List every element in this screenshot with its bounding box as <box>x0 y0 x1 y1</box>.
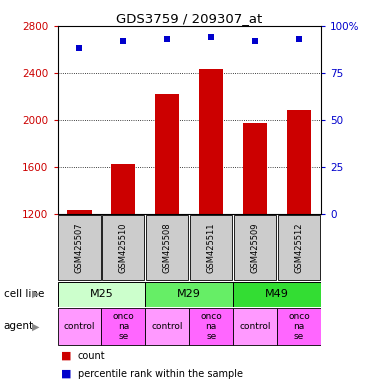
Bar <box>287 111 311 214</box>
Text: ▶: ▶ <box>32 289 39 299</box>
Text: M49: M49 <box>265 289 289 299</box>
Text: GSM425510: GSM425510 <box>119 222 128 273</box>
Point <box>252 38 258 44</box>
Text: GSM425508: GSM425508 <box>163 222 172 273</box>
Bar <box>233 308 277 345</box>
Text: GSM425507: GSM425507 <box>75 222 84 273</box>
Title: GDS3759 / 209307_at: GDS3759 / 209307_at <box>116 12 262 25</box>
Bar <box>233 281 321 307</box>
Bar <box>278 215 320 280</box>
Text: onco
na
se: onco na se <box>288 312 310 341</box>
Text: ■: ■ <box>61 369 72 379</box>
Text: percentile rank within the sample: percentile rank within the sample <box>78 369 243 379</box>
Text: M29: M29 <box>177 289 201 299</box>
Text: ▶: ▶ <box>32 321 39 331</box>
Bar <box>58 281 145 307</box>
Text: M25: M25 <box>89 289 113 299</box>
Text: GSM425512: GSM425512 <box>295 222 303 273</box>
Bar <box>199 69 223 214</box>
Point <box>208 34 214 40</box>
Text: control: control <box>151 322 183 331</box>
Bar <box>243 123 267 214</box>
Bar <box>58 308 101 345</box>
Bar <box>111 164 135 214</box>
Bar <box>58 215 101 280</box>
Text: GSM425509: GSM425509 <box>250 222 260 273</box>
Text: onco
na
se: onco na se <box>112 312 134 341</box>
Text: control: control <box>64 322 95 331</box>
Bar <box>189 308 233 345</box>
Bar <box>155 94 179 214</box>
Bar <box>102 215 144 280</box>
Point <box>164 36 170 42</box>
Text: ■: ■ <box>61 351 72 361</box>
Bar <box>277 308 321 345</box>
Text: control: control <box>239 322 271 331</box>
Bar <box>101 308 145 345</box>
Bar <box>146 215 188 280</box>
Text: count: count <box>78 351 105 361</box>
Point <box>121 38 127 44</box>
Bar <box>68 210 92 214</box>
Text: agent: agent <box>4 321 34 331</box>
Point <box>296 36 302 42</box>
Text: cell line: cell line <box>4 289 44 299</box>
Text: GSM425511: GSM425511 <box>207 222 216 273</box>
Bar <box>145 281 233 307</box>
Bar <box>190 215 232 280</box>
Bar <box>145 308 189 345</box>
Text: onco
na
se: onco na se <box>200 312 222 341</box>
Point <box>76 45 82 51</box>
Bar <box>234 215 276 280</box>
